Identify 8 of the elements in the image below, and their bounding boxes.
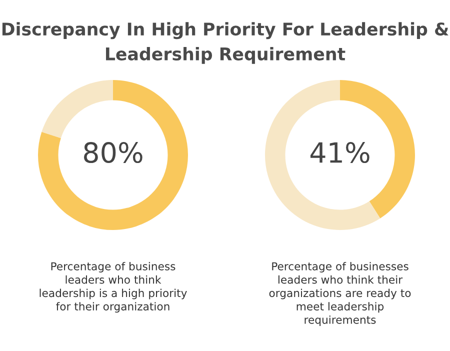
data-label: 80% (84, 142, 142, 164)
donut-slice (38, 80, 188, 230)
data-label: 41% (310, 142, 370, 164)
text: Percentage of businesses leaders who think their organizations are ready to meet leadership requirements (269, 262, 411, 326)
donut-slice (265, 80, 380, 230)
text: Percentage of business leaders who think leadership is a high priority for their organization (40, 262, 187, 313)
text: Discrepancy In High Priority For Leadership & Leadership Requirement (2, 22, 448, 64)
donut-slice (42, 80, 113, 138)
